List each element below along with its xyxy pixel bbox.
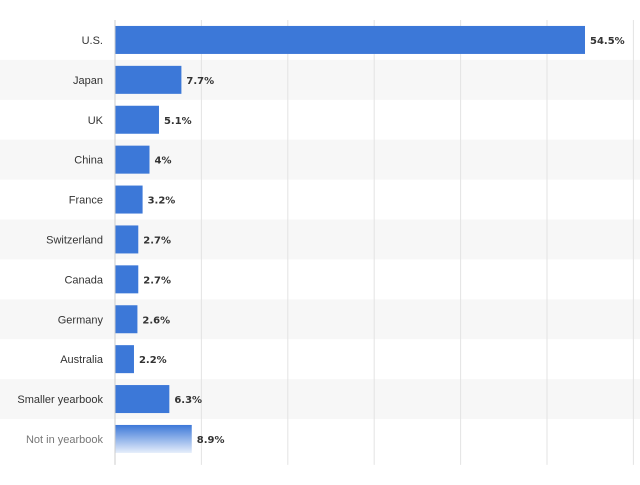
category-label: U.S. — [82, 35, 103, 47]
value-label: 2.7% — [143, 275, 171, 286]
row-band — [0, 139, 640, 180]
value-label: 3.2% — [148, 196, 176, 207]
bar — [115, 65, 182, 94]
value-label: 6.3% — [174, 395, 202, 406]
bar — [115, 225, 139, 254]
row-band — [0, 299, 640, 340]
value-label: 8.9% — [197, 435, 225, 446]
value-label: 2.6% — [142, 315, 170, 326]
category-label: Australia — [60, 354, 104, 366]
bar — [115, 345, 134, 374]
row-band — [0, 379, 640, 419]
category-label: Switzerland — [46, 234, 103, 246]
category-label: Japan — [73, 75, 103, 87]
bar — [115, 385, 170, 414]
value-label: 4% — [154, 156, 171, 167]
category-label: France — [69, 195, 103, 207]
bar — [115, 185, 143, 214]
row-band — [0, 59, 640, 100]
bar — [115, 424, 192, 453]
category-label: Not in yearbook — [26, 434, 104, 446]
value-label: 5.1% — [164, 116, 192, 127]
value-label: 2.2% — [139, 355, 167, 366]
category-label: UK — [88, 115, 104, 127]
row-band — [0, 219, 640, 260]
category-label: Canada — [64, 274, 103, 286]
category-labels: U.S. Japan UK China France Switzerland Canada G… — [17, 35, 103, 446]
value-label: 7.7% — [186, 76, 214, 87]
bar — [115, 25, 585, 54]
value-labels: 54.5% 7.7% 5.1% 4% 3.2% 2.7% 2.7% 2.6% 2.2% 6.3% 8… — [139, 36, 625, 446]
category-label: Germany — [58, 314, 104, 326]
bar — [115, 305, 138, 334]
bar — [115, 145, 150, 174]
category-label: China — [74, 155, 104, 167]
bar — [115, 265, 139, 294]
category-label: Smaller yearbook — [17, 394, 103, 406]
row-bands — [0, 59, 640, 419]
value-label: 54.5% — [590, 36, 625, 47]
value-label: 2.7% — [143, 235, 171, 246]
gridlines — [200, 20, 634, 465]
bar — [115, 105, 159, 134]
bars — [115, 25, 585, 453]
